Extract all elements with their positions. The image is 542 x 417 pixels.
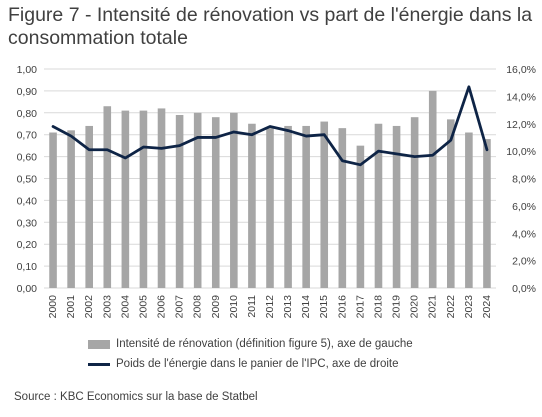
bar <box>465 132 473 288</box>
bar <box>392 125 401 288</box>
bar <box>85 125 93 288</box>
bar <box>139 110 148 288</box>
source-note: Source : KBC Economics sur la base de St… <box>14 391 258 403</box>
x-tick-label: 2016 <box>336 295 348 319</box>
line-series <box>51 85 489 167</box>
right-tick-label: 0,0% <box>512 283 536 295</box>
x-tick-label: 2011 <box>246 295 258 318</box>
bar <box>49 132 57 288</box>
x-tick-label: 2021 <box>427 295 439 319</box>
left-tick-label: 0,00 <box>17 283 38 295</box>
bar <box>230 112 238 288</box>
x-tick-label: 2010 <box>228 295 240 319</box>
bar <box>483 139 491 288</box>
bar <box>356 145 365 288</box>
legend-item-bars: Intensité de rénovation (définition figu… <box>88 334 413 354</box>
bar <box>428 90 437 289</box>
x-tick-label: 2008 <box>192 295 204 319</box>
right-tick-label: 2,0% <box>512 256 536 268</box>
right-tick-label: 8,0% <box>512 174 536 186</box>
bar <box>284 125 292 288</box>
legend: Intensité de rénovation (définition figu… <box>88 334 413 374</box>
legend-swatch-line <box>88 362 110 366</box>
x-tick-label: 2015 <box>318 295 330 319</box>
x-tick-label: 2018 <box>372 295 384 319</box>
x-tick-label: 2005 <box>137 295 149 319</box>
bar <box>193 112 202 288</box>
bar <box>157 108 166 288</box>
bar <box>266 128 274 288</box>
legend-label-bars: Intensité de rénovation (définition figu… <box>116 338 413 350</box>
left-tick-label: 0,80 <box>17 108 38 120</box>
x-tick-label: 2004 <box>119 295 131 319</box>
x-tick-label: 2007 <box>174 295 186 319</box>
x-tick-label: 2002 <box>83 295 95 319</box>
legend-label-line: Poids de l'énergie dans le panier de l'I… <box>116 358 399 370</box>
left-tick-label: 0,40 <box>17 195 38 207</box>
right-tick-label: 4,0% <box>512 228 536 240</box>
x-tick-label: 2001 <box>65 295 77 319</box>
left-tick-label: 0,20 <box>17 239 38 251</box>
x-tick-label: 2000 <box>47 295 59 319</box>
bar <box>374 123 383 288</box>
right-axis-ticks: 0,0% 2,0% 4,0% 6,0% 8,0% 10,0% 12,0% 14,0% 16,0% <box>506 64 536 295</box>
bar <box>175 114 184 289</box>
right-tick-label: 14,0% <box>506 91 536 103</box>
left-tick-label: 0,10 <box>17 261 38 273</box>
right-tick-label: 16,0% <box>506 64 536 76</box>
legend-item-line: Poids de l'énergie dans le panier de l'I… <box>88 354 413 374</box>
x-tick-label: 2024 <box>481 295 493 319</box>
left-tick-label: 0,50 <box>17 174 38 186</box>
right-tick-label: 10,0% <box>506 146 536 158</box>
left-tick-label: 0,60 <box>17 152 38 164</box>
x-tick-label: 2014 <box>300 295 312 319</box>
bar <box>248 123 256 288</box>
bar <box>121 110 130 288</box>
x-tick-label: 2003 <box>101 295 113 319</box>
left-tick-label: 0,30 <box>17 217 38 229</box>
bar <box>320 121 329 288</box>
chart-title: Figure 7 - Intensité de rénovation vs pa… <box>8 4 533 49</box>
x-tick-label: 2013 <box>282 295 294 319</box>
bar <box>338 128 347 288</box>
left-axis-ticks: 0,00 0,10 0,20 0,30 0,40 0,50 0,60 0,70 0,80 0,90… <box>17 64 38 295</box>
bar <box>447 119 455 289</box>
left-tick-label: 0,90 <box>17 86 38 98</box>
x-tick-label: 2020 <box>409 295 421 319</box>
left-tick-label: 1,00 <box>17 64 38 76</box>
x-tick-label: 2022 <box>445 295 457 319</box>
x-tick-label: 2006 <box>156 295 168 319</box>
x-tick-label: 2023 <box>463 295 475 319</box>
x-tick-label: 2017 <box>354 295 366 319</box>
x-tick-label: 2019 <box>391 295 403 319</box>
bar <box>103 106 112 288</box>
x-tick-label: 2012 <box>264 295 276 319</box>
bar <box>67 130 75 288</box>
left-tick-label: 0,70 <box>17 130 38 142</box>
x-tick-label: 2009 <box>210 295 222 319</box>
bar <box>410 117 419 289</box>
right-tick-label: 12,0% <box>506 119 536 131</box>
bar <box>211 117 220 289</box>
legend-swatch-bars <box>88 339 110 349</box>
bar-series <box>49 90 491 289</box>
bar <box>302 125 310 288</box>
x-axis-ticks: 2000 2001 2002 2003 2004 2005 2006 2007 2008 2009… <box>47 295 493 319</box>
right-tick-label: 6,0% <box>512 201 536 213</box>
